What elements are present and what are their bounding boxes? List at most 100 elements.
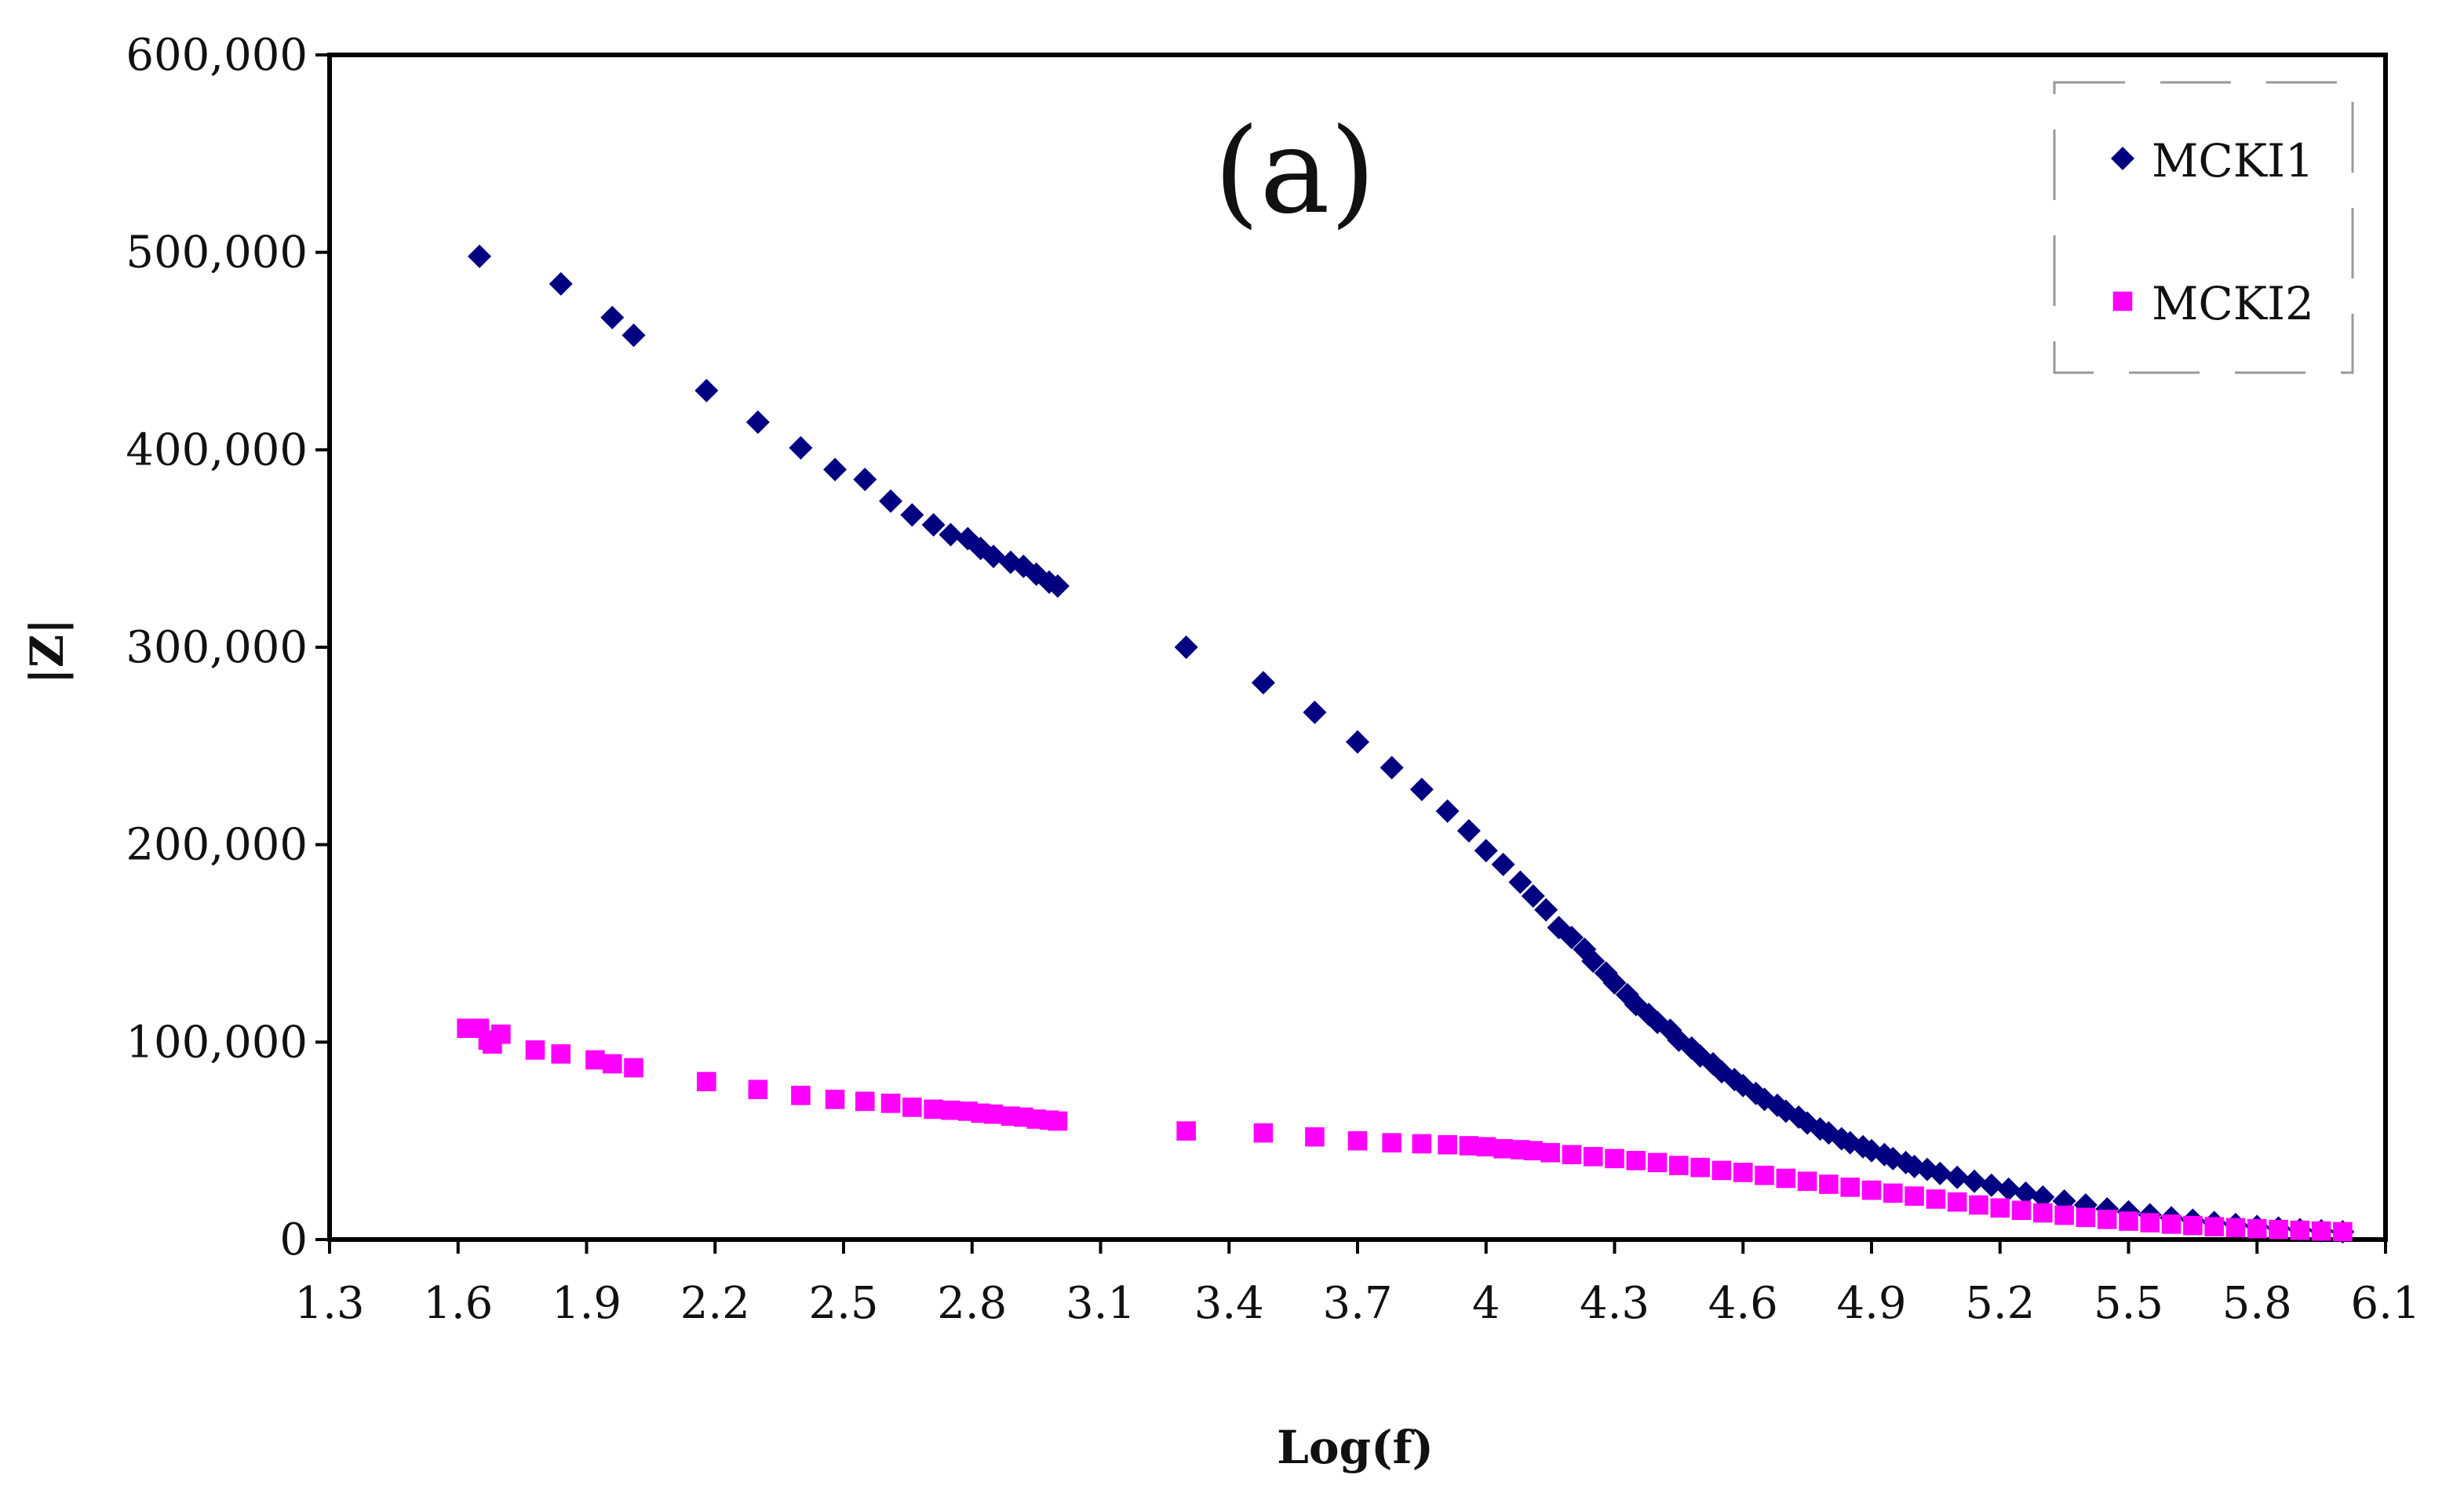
data-point [549,271,573,296]
data-point [1540,1142,1560,1163]
data-point [1819,1174,1839,1194]
data-point [1562,1145,1582,1165]
data-point [1456,819,1481,843]
data-point [855,1091,875,1112]
data-point [1963,1169,1986,1193]
data-point [1303,701,1327,725]
legend-marker-mcki1 [2111,147,2134,170]
data-point [1534,897,1558,922]
data-point [1776,1168,1796,1189]
data-point [1583,1147,1603,1167]
data-point [1251,671,1275,695]
data-point [1438,1134,1457,1155]
data-point [1048,1111,1068,1131]
x-tick-label: 2.8 [937,1278,1007,1329]
data-point [1626,1151,1646,1171]
data-point [2247,1218,2267,1239]
data-point [1476,1137,1496,1157]
data-point [1928,1161,1952,1185]
data-point [1755,1165,1774,1185]
data-point [825,1090,845,1109]
data-point [1605,1149,1624,1169]
data-point [1945,1165,1970,1189]
data-point [1382,1133,1401,1152]
x-tick-label: 1.9 [552,1278,621,1329]
data-point [1521,884,1545,908]
data-point [1347,1130,1368,1151]
data-point [1559,925,1584,949]
data-point [1990,1198,2010,1218]
data-point [2183,1215,2203,1236]
data-point [1690,1157,1710,1178]
x-tick-label: 2.5 [808,1278,878,1329]
data-point [1045,573,1070,598]
data-point [900,503,924,527]
legend: MCKI1 MCKI2 [2053,81,2354,374]
x-tick-label: 5.5 [2094,1278,2163,1329]
data-point [2014,1181,2038,1205]
data-point [2140,1213,2160,1232]
data-point [697,1072,716,1091]
data-point [1733,1163,1753,1182]
data-point [924,1099,943,1120]
data-point [1459,1136,1479,1156]
data-point [789,435,813,460]
data-point [880,1094,901,1113]
data-point [1581,949,1606,974]
panel-annotation: (a) [1214,104,1376,240]
x-tick-label: 2.2 [680,1278,750,1329]
x-axis-ticks: 1.3 1.6 1.9 2.2 2.5 2.8 3.1 3.4 3.7 4 4.3 4.6 4.9 5.2… [294,1240,2421,1329]
y-tick-label: 100,000 [126,1017,308,1068]
x-tick-label: 1.6 [423,1278,493,1329]
data-point [921,512,946,537]
data-point [1602,970,1627,995]
data-point [853,468,877,492]
data-series [457,244,2355,1244]
data-point [585,1050,605,1070]
data-point [2225,1218,2246,1238]
data-point [1969,1195,1988,1215]
x-tick-label: 4 [1472,1278,1500,1329]
x-tick-label: 1.3 [294,1278,364,1329]
data-point [551,1044,571,1064]
x-tick-label: 4.3 [1580,1278,1649,1329]
data-point [624,1058,643,1078]
data-point [1305,1127,1325,1147]
data-point [879,489,903,513]
y-tick-label: 200,000 [126,820,308,871]
y-tick-label: 300,000 [126,622,308,673]
y-axis-label: |Z| [20,618,74,685]
data-point [468,244,492,268]
data-point [2269,1219,2288,1240]
data-point [2119,1211,2138,1231]
y-tick-label: 600,000 [126,30,308,81]
data-point [1380,755,1404,780]
data-point [1508,870,1533,894]
y-tick-label: 500,000 [126,228,308,279]
data-point [1996,1177,2021,1201]
x-tick-label: 5.2 [1965,1278,2035,1329]
data-point [939,522,963,547]
x-tick-label: 4.9 [1836,1278,1906,1329]
data-point [2011,1200,2032,1221]
legend-label-mcki1: MCKI1 [2152,134,2314,188]
data-point [745,410,770,435]
data-point [2311,1221,2331,1241]
x-tick-label: 3.1 [1066,1278,1135,1329]
legend-box [2053,81,2354,374]
data-point [791,1085,811,1105]
data-point [602,1054,622,1074]
data-point [1435,799,1460,823]
x-axis-label: Log(f) [1277,1421,1434,1474]
data-point [621,323,646,348]
data-point [1647,1152,1668,1173]
data-point [1174,635,1198,659]
data-point [1926,1189,1946,1209]
data-point [525,1040,545,1060]
data-point [1523,1141,1544,1161]
data-point [2161,1214,2182,1234]
legend-marker-mcki2 [2112,291,2133,311]
data-point [823,457,847,482]
data-point [1253,1123,1274,1143]
